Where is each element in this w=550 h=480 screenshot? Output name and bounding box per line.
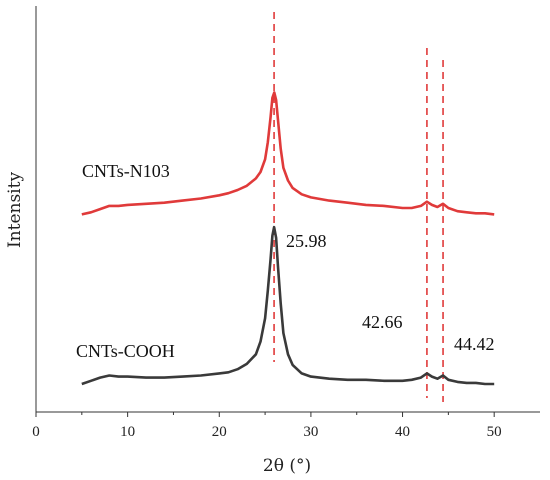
series-lines xyxy=(81,91,495,386)
y-axis-label: Intensity xyxy=(5,172,25,248)
peak-label-42-66: 42.66 xyxy=(362,312,403,332)
x-tick-label: 0 xyxy=(32,424,40,440)
x-tick-label: 20 xyxy=(212,424,227,440)
series-line-cnts-cooh xyxy=(81,225,495,386)
series-label-cnts-n103: CNTs-N103 xyxy=(82,161,170,181)
plot-frame xyxy=(35,6,540,413)
x-tick-label: 50 xyxy=(487,424,502,440)
peak-label-44-42: 44.42 xyxy=(454,334,495,354)
series-label-cnts-cooh: CNTs-COOH xyxy=(76,341,175,361)
x-axis-ticks: 0 10 20 30 40 50 xyxy=(32,412,502,440)
x-axis-label: 2θ (°) xyxy=(263,456,311,476)
x-tick-label: 30 xyxy=(303,424,318,440)
reference-lines xyxy=(273,12,444,402)
x-tick-label: 10 xyxy=(120,424,135,440)
x-tick-label: 40 xyxy=(395,424,410,440)
peak-label-25-98: 25.98 xyxy=(286,231,327,251)
series-line-cnts-n103 xyxy=(81,91,495,216)
